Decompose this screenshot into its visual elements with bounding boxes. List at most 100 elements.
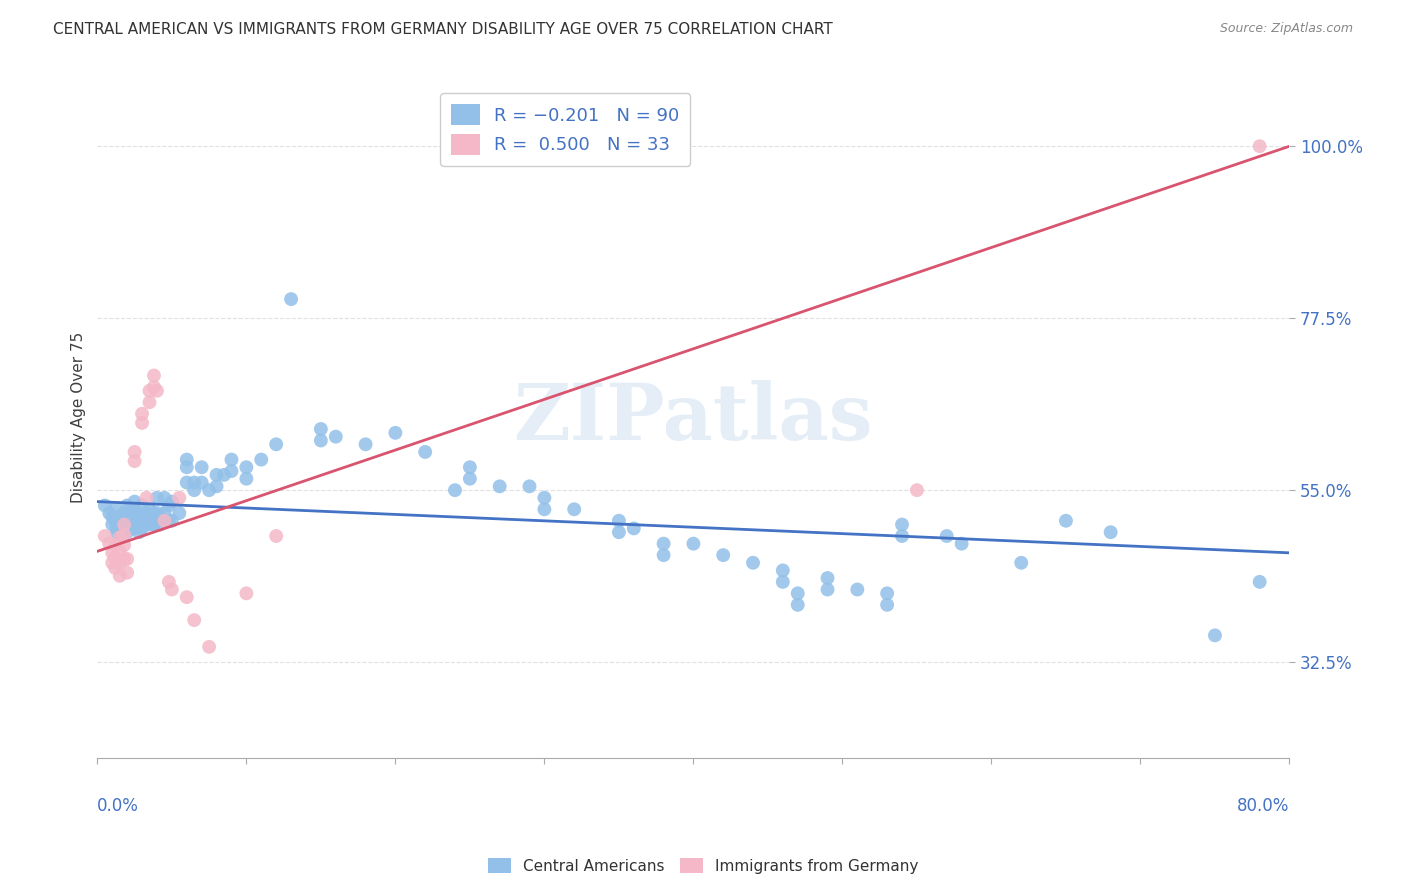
Point [135,491,157,505]
Text: Source: ZipAtlas.com: Source: ZipAtlas.com [1219,22,1353,36]
Point [146,491,169,505]
Point [652,548,675,562]
Point [124,514,146,528]
Point [876,586,898,600]
Point [772,574,794,589]
Point [533,502,555,516]
Point [135,514,157,528]
Point [112,506,135,520]
Point [104,550,127,565]
Point [742,556,765,570]
Point [176,452,198,467]
Point [131,521,153,535]
Point [682,536,704,550]
Point [108,556,131,570]
Point [190,460,212,475]
Point [169,491,191,505]
Point [891,517,914,532]
Point [264,529,287,543]
Point [149,517,172,532]
Point [176,460,198,475]
Text: ZIPatlas: ZIPatlas [513,380,873,456]
Text: 0.0%: 0.0% [97,797,139,814]
Point [153,514,176,528]
Point [98,536,121,550]
Point [221,452,243,467]
Point [458,460,481,475]
Point [905,483,928,498]
Point [160,582,183,597]
Point [309,422,332,436]
Point [108,531,131,545]
Point [108,525,131,540]
Point [94,529,117,543]
Point [131,510,153,524]
Point [101,510,124,524]
Point [280,292,302,306]
Point [108,517,131,532]
Point [1249,574,1271,589]
Y-axis label: Disability Age Over 75: Disability Age Over 75 [72,332,86,503]
Point [143,517,166,532]
Point [104,538,127,552]
Point [124,445,146,459]
Point [146,506,169,520]
Point [98,506,121,520]
Point [935,529,957,543]
Point [846,582,869,597]
Point [205,467,228,482]
Point [131,499,153,513]
Point [115,552,138,566]
Point [112,552,135,566]
Point [138,510,160,524]
Point [104,502,127,516]
Text: 80.0%: 80.0% [1237,797,1289,814]
Point [950,536,973,550]
Point [105,525,128,540]
Point [786,598,808,612]
Point [101,517,124,532]
Text: CENTRAL AMERICAN VS IMMIGRANTS FROM GERMANY DISABILITY AGE OVER 75 CORRELATION C: CENTRAL AMERICAN VS IMMIGRANTS FROM GERM… [53,22,834,37]
Point [876,598,898,612]
Point [183,475,205,490]
Point [157,574,180,589]
Point [652,536,675,550]
Point [205,479,228,493]
Point [124,521,146,535]
Point [235,586,257,600]
Point [131,416,153,430]
Point [1010,556,1032,570]
Point [143,380,166,394]
Point [533,491,555,505]
Point [444,483,467,498]
Point [104,514,127,528]
Point [176,475,198,490]
Point [1249,139,1271,153]
Point [115,566,138,580]
Point [176,590,198,604]
Point [183,483,205,498]
Point [105,521,128,535]
Point [198,483,221,498]
Point [138,517,160,532]
Point [519,479,541,493]
Point [160,494,183,508]
Point [607,525,630,540]
Point [221,464,243,478]
Point [128,525,150,540]
Point [786,586,808,600]
Legend: R = −0.201   N = 90, R =  0.500   N = 33: R = −0.201 N = 90, R = 0.500 N = 33 [440,94,690,166]
Point [101,556,124,570]
Point [1204,628,1226,642]
Point [413,445,436,459]
Point [325,430,347,444]
Point [101,546,124,560]
Point [212,467,235,482]
Point [131,407,153,421]
Point [112,514,135,528]
Point [94,499,117,513]
Point [153,506,176,520]
Point [138,384,160,398]
Point [104,561,127,575]
Point [190,475,212,490]
